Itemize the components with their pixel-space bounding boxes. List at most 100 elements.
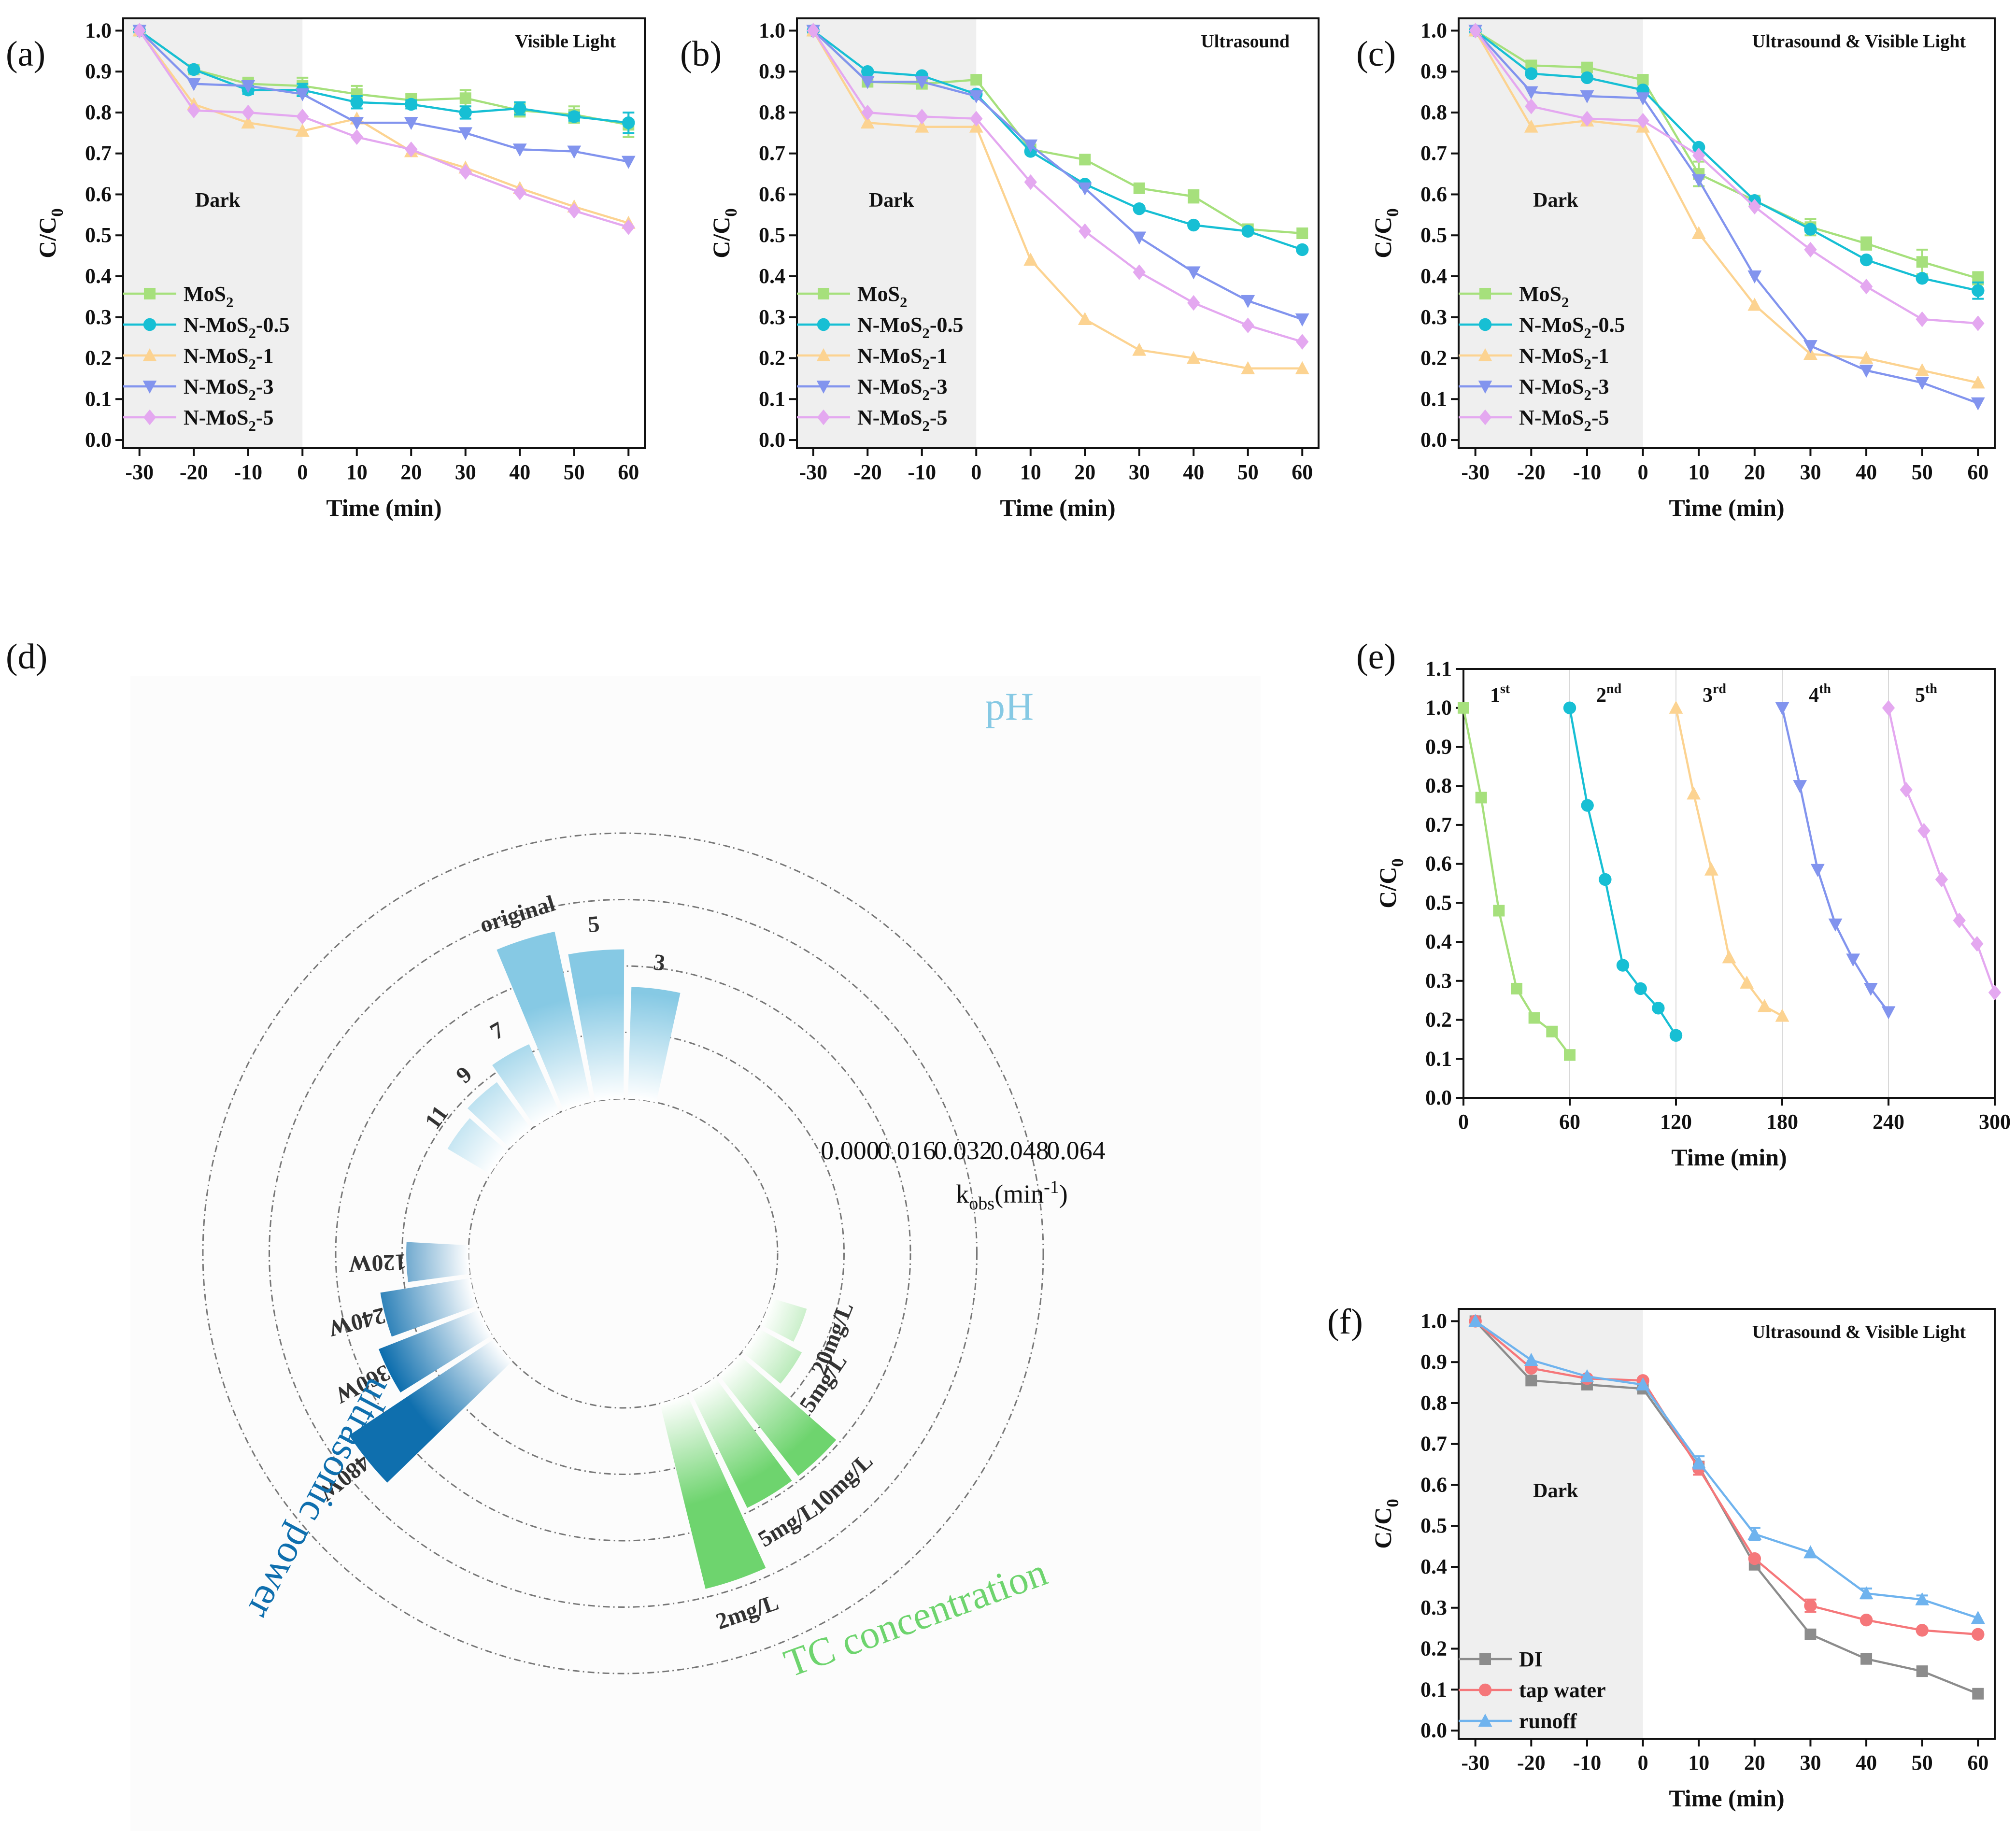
data-point xyxy=(1747,1527,1762,1540)
data-point xyxy=(861,104,874,121)
y-tick-label-3: 0.3 xyxy=(85,305,112,329)
y-tick-label-7: 0.7 xyxy=(1420,142,1447,165)
dark-region xyxy=(1459,18,1643,448)
x-tick-label-1: -20 xyxy=(180,460,208,484)
x-tick-label-0: -30 xyxy=(1461,1751,1490,1774)
bar-480W xyxy=(349,1339,512,1483)
panel-f-label: (f) xyxy=(1327,1302,1363,1342)
data-point xyxy=(1296,243,1309,256)
data-point xyxy=(1241,317,1254,333)
data-point xyxy=(187,102,200,118)
legend-label-0-sub: 2 xyxy=(1562,294,1569,311)
data-point xyxy=(186,78,201,91)
y-axis-label-base: C/C xyxy=(1374,867,1401,908)
cycle-line xyxy=(1675,708,1783,1017)
x-tick-label-1: -20 xyxy=(853,460,882,484)
legend-label-1-base: N-MoS xyxy=(184,313,248,337)
data-point xyxy=(970,74,982,86)
data-point xyxy=(241,104,255,121)
y-tick-label-4: 0.4 xyxy=(1420,264,1447,288)
cycle-label-4: 5th xyxy=(1915,681,1937,707)
data-point xyxy=(1580,90,1594,104)
legend-marker-4 xyxy=(143,409,156,426)
x-tick-label-3: 0 xyxy=(1638,1751,1648,1774)
dark-label: Dark xyxy=(1533,189,1578,212)
data-point xyxy=(1241,361,1255,374)
plot-frame xyxy=(1462,668,1996,1099)
legend-label-2-base: runoff xyxy=(1519,1709,1577,1733)
x-tick-label-0: -30 xyxy=(1461,460,1490,484)
legend-label-4-base: N-MoS xyxy=(857,406,922,429)
panel-d-label: (d) xyxy=(6,637,48,677)
data-point xyxy=(1133,202,1146,215)
data-point xyxy=(1747,270,1762,284)
legend-label-1-tail: -0.5 xyxy=(256,313,290,337)
legend-marker-0 xyxy=(1479,1653,1491,1665)
y-tick-label-3: 0.3 xyxy=(1420,305,1447,329)
data-point xyxy=(1669,700,1683,714)
x-tick-label-2: -10 xyxy=(908,460,936,484)
cycle-line xyxy=(1781,708,1889,1013)
cycle-num: 1 xyxy=(1490,684,1500,707)
x-axis-label: Time (min) xyxy=(326,494,441,521)
data-point xyxy=(1803,1545,1817,1559)
cycle-2 xyxy=(1669,700,1789,1022)
k-tail: (min xyxy=(994,1179,1044,1208)
x-tick-label-8: 50 xyxy=(1912,460,1933,484)
data-point xyxy=(1524,86,1538,99)
data-point xyxy=(1900,782,1913,798)
y-axis-label-sub: 0 xyxy=(1388,858,1407,867)
data-point xyxy=(1972,315,1985,331)
legend-label-2: N-MoS2-1 xyxy=(857,344,948,372)
data-point xyxy=(1652,1002,1665,1015)
y-axis-label: C/C0 xyxy=(1374,858,1407,908)
data-point xyxy=(568,203,581,219)
legend-label-2-tail: -1 xyxy=(930,344,948,368)
y-tick-label-6: 0.6 xyxy=(1420,1473,1447,1496)
y-tick-label-10: 1.0 xyxy=(85,18,112,42)
legend-label-2-sub: 2 xyxy=(248,356,256,372)
data-point xyxy=(458,127,473,141)
x-tick-label-3: 0 xyxy=(971,460,981,484)
y-tick-label-4: 0.4 xyxy=(1425,930,1452,953)
cycle-3 xyxy=(1775,702,1896,1020)
data-point xyxy=(1241,225,1254,238)
legend-label-1: tap water xyxy=(1519,1678,1606,1702)
legend-label-1-sub: 2 xyxy=(922,325,929,341)
series-N-MoS2-1 xyxy=(1468,23,1985,389)
legend-label-4-sub: 2 xyxy=(248,418,256,434)
data-point xyxy=(1775,702,1789,715)
data-point xyxy=(567,145,582,159)
legend-label-2-sub: 2 xyxy=(1584,356,1591,372)
cycle-line xyxy=(1462,708,1571,1056)
data-point xyxy=(1188,190,1200,202)
bar-10mg/L xyxy=(718,1355,837,1476)
legend-label-0-base: MoS xyxy=(184,282,226,306)
legend-label-2-base: N-MoS xyxy=(184,344,248,368)
series-line xyxy=(1475,29,1978,292)
data-point xyxy=(1468,1314,1483,1327)
y-tick-label-4: 0.4 xyxy=(85,264,112,288)
data-point xyxy=(1971,936,1984,952)
cycle-suffix: th xyxy=(1925,681,1937,696)
cycle-num: 4 xyxy=(1809,684,1819,707)
data-point xyxy=(296,109,309,125)
legend-label-3-base: N-MoS xyxy=(1519,375,1584,398)
data-point xyxy=(1915,1592,1930,1605)
data-point xyxy=(1691,1455,1706,1468)
x-tick-label-0: -30 xyxy=(799,460,827,484)
data-point xyxy=(1803,340,1817,354)
series-line xyxy=(139,29,629,124)
x-tick-label-6: 30 xyxy=(1129,460,1150,484)
bar-240W xyxy=(380,1278,478,1337)
data-point xyxy=(622,219,635,235)
cycle-label-0: 1st xyxy=(1490,681,1510,707)
legend-marker-0 xyxy=(818,288,829,299)
legend-label-2-tail: -1 xyxy=(1591,344,1609,368)
y-tick-label-4: 0.4 xyxy=(1420,1555,1447,1578)
y-tick-label-3: 0.3 xyxy=(1425,969,1452,993)
plot-frame xyxy=(796,17,1320,449)
data-point xyxy=(1528,1012,1540,1024)
cycle-suffix: st xyxy=(1500,681,1510,696)
legend-label-0-base: MoS xyxy=(1519,282,1562,306)
